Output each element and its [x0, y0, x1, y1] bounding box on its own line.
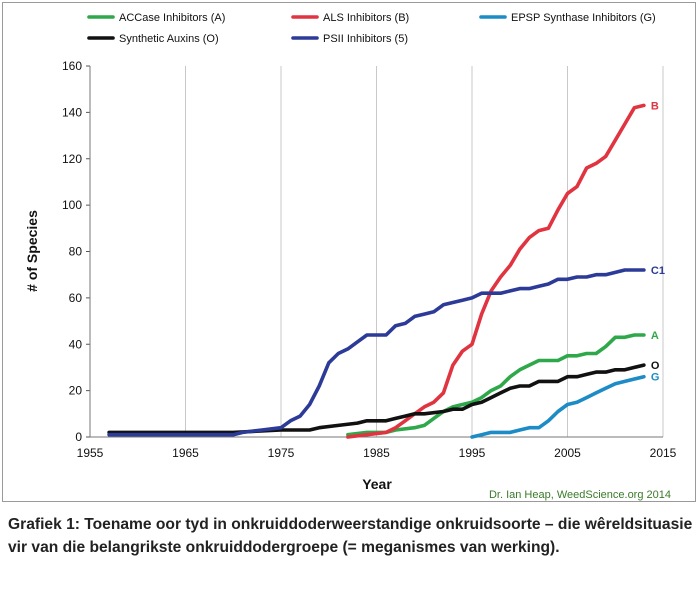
series-end-label-b: B [651, 100, 659, 112]
y-tick-label: 140 [62, 105, 82, 119]
series-line-g [470, 374, 646, 439]
x-tick-label: 1975 [268, 446, 295, 460]
grid [89, 66, 664, 437]
series-end-label-o: O [651, 360, 660, 372]
x-tick-label: 1995 [459, 446, 486, 460]
caption-text: Grafiek 1: Toename oor tyd in onkruiddod… [8, 516, 693, 556]
series-end-label-g: G [651, 372, 660, 384]
figure-caption: Grafiek 1: Toename oor tyd in onkruiddod… [8, 513, 694, 559]
series-line-c1 [107, 268, 646, 437]
x-tick-label: 1955 [77, 446, 104, 460]
series-end-labels: A B GO C1 [651, 100, 665, 383]
series-line-a [346, 333, 646, 437]
legend-label: PSII Inhibitors (5) [323, 33, 408, 45]
series-end-label-a: A [651, 330, 659, 342]
legend-label: ALS Inhibitors (B) [323, 12, 409, 24]
legend-label: Synthetic Auxins (O) [119, 33, 219, 45]
x-tick-label: 2005 [554, 446, 581, 460]
y-tick-label: 40 [69, 337, 83, 351]
y-axis-label: # of Species [24, 210, 40, 292]
series-line-o [107, 363, 646, 435]
y-tick-label: 120 [62, 152, 82, 166]
legend: ACCase Inhibitors (A) ALS Inhibitors (B) E… [87, 12, 656, 45]
legend-label: ACCase Inhibitors (A) [119, 12, 225, 24]
y-tick-label: 20 [69, 384, 83, 398]
y-tick-label: 60 [69, 291, 83, 305]
y-tick-label: 160 [62, 59, 82, 73]
x-tick-label: 2015 [650, 446, 677, 460]
x-axis-label: Year [362, 476, 392, 492]
x-tick-label: 1985 [363, 446, 390, 460]
line-chart: 1955 1965 1975 1985 1995 2005 2015 0 20 40 60 80 100… [24, 12, 677, 501]
legend-label: EPSP Synthase Inhibitors (G) [511, 12, 656, 24]
x-tick-label: 1965 [172, 446, 199, 460]
y-tick-label: 80 [69, 245, 83, 259]
series-end-label-c1: C1 [651, 265, 665, 277]
series-lines [107, 103, 646, 439]
y-tick-label: 0 [75, 430, 82, 444]
y-tick-label: 100 [62, 198, 82, 212]
chart-frame: 1955 1965 1975 1985 1995 2005 2015 0 20 40 60 80 100… [2, 2, 696, 502]
source-annotation: Dr. Ian Heap, WeedScience.org 2014 [489, 489, 671, 501]
axes: 1955 1965 1975 1985 1995 2005 2015 0 20 40 60 80 100… [62, 59, 677, 460]
